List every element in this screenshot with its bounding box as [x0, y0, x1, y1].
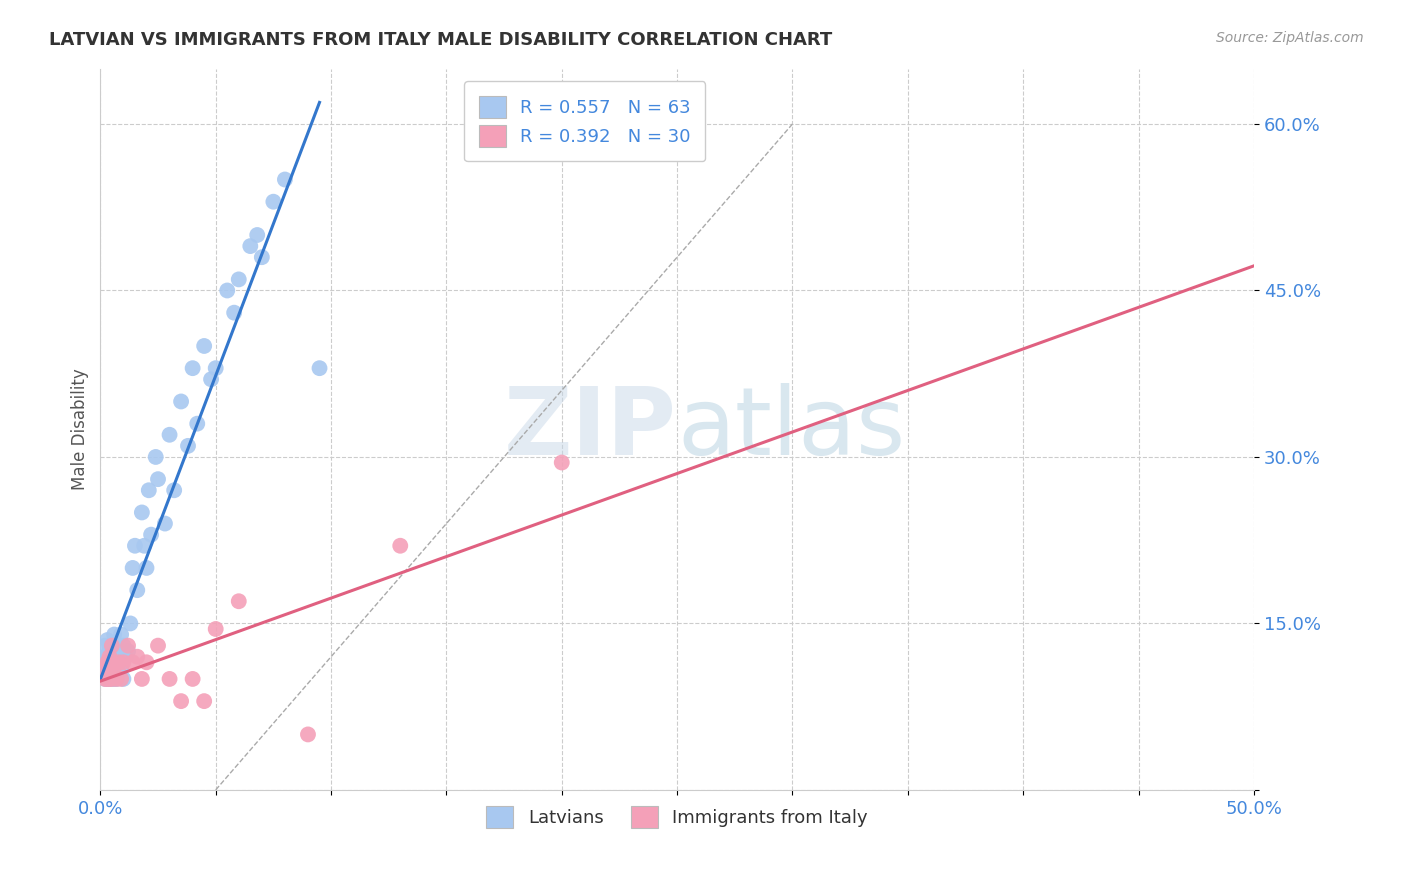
Point [101, 666, 124, 681]
Point [139, 527, 162, 541]
Point [181, 672, 204, 686]
Point [163, 483, 186, 498]
Point [120, 616, 142, 631]
Point [105, 672, 128, 686]
Text: Source: ZipAtlas.com: Source: ZipAtlas.com [1216, 31, 1364, 45]
Point [98, 661, 121, 675]
Point [103, 649, 125, 664]
Point [297, 727, 319, 741]
Point [94, 655, 117, 669]
Point [98, 649, 121, 664]
Point [246, 227, 269, 242]
Point [146, 472, 169, 486]
Point [101, 655, 124, 669]
Point [94, 661, 117, 675]
Point [98, 672, 121, 686]
Point [98, 661, 121, 675]
Point [121, 655, 143, 669]
Point [103, 627, 125, 641]
Point [94, 672, 117, 686]
Text: atlas: atlas [678, 384, 905, 475]
Point [103, 672, 125, 686]
Point [389, 539, 412, 553]
Point [101, 639, 124, 653]
Point [250, 250, 273, 264]
Point [146, 639, 169, 653]
Point [308, 361, 330, 376]
Point [105, 655, 128, 669]
Point [96, 633, 118, 648]
Point [134, 539, 156, 553]
Point [131, 672, 153, 686]
Point [117, 639, 139, 653]
Point [108, 649, 131, 664]
Point [96, 672, 118, 686]
Point [96, 661, 118, 675]
Point [94, 672, 117, 686]
Point [135, 655, 157, 669]
Point [193, 339, 215, 353]
Point [108, 666, 131, 681]
Point [138, 483, 160, 498]
Point [127, 649, 149, 664]
Text: ZIP: ZIP [505, 384, 678, 475]
Point [200, 372, 222, 386]
Point [551, 456, 574, 470]
Text: LATVIAN VS IMMIGRANTS FROM ITALY MALE DISABILITY CORRELATION CHART: LATVIAN VS IMMIGRANTS FROM ITALY MALE DI… [49, 31, 832, 49]
Point [181, 361, 204, 376]
Y-axis label: Male Disability: Male Disability [72, 368, 89, 490]
Point [96, 649, 118, 664]
Point [103, 666, 125, 681]
Point [239, 239, 262, 253]
Point [96, 655, 118, 669]
Point [101, 649, 124, 664]
Point [98, 644, 121, 658]
Point [117, 644, 139, 658]
Point [101, 661, 124, 675]
Point [228, 594, 250, 608]
Point [177, 439, 200, 453]
Point [112, 655, 135, 669]
Point [131, 506, 153, 520]
Point [105, 672, 128, 686]
Point [204, 361, 226, 376]
Point [98, 639, 121, 653]
Point [274, 172, 297, 186]
Point [114, 649, 136, 664]
Legend: Latvians, Immigrants from Italy: Latvians, Immigrants from Italy [479, 798, 875, 835]
Point [101, 672, 124, 686]
Point [224, 306, 246, 320]
Point [94, 649, 117, 664]
Point [110, 627, 132, 641]
Point [94, 661, 117, 675]
Point [204, 622, 226, 636]
Point [98, 672, 121, 686]
Point [193, 694, 215, 708]
Point [110, 672, 132, 686]
Point [112, 639, 135, 653]
Point [121, 561, 143, 575]
Point [186, 417, 208, 431]
Point [101, 639, 124, 653]
Point [110, 661, 132, 675]
Point [153, 516, 176, 531]
Point [135, 561, 157, 575]
Point [94, 639, 117, 653]
Point [170, 694, 193, 708]
Point [228, 272, 250, 286]
Point [124, 539, 146, 553]
Point [105, 639, 128, 653]
Point [101, 672, 124, 686]
Point [108, 655, 131, 669]
Point [217, 284, 239, 298]
Point [159, 672, 181, 686]
Point [96, 672, 118, 686]
Point [145, 450, 167, 464]
Point [112, 672, 135, 686]
Point [127, 583, 149, 598]
Point [159, 427, 181, 442]
Point [98, 649, 121, 664]
Point [170, 394, 193, 409]
Point [262, 194, 284, 209]
